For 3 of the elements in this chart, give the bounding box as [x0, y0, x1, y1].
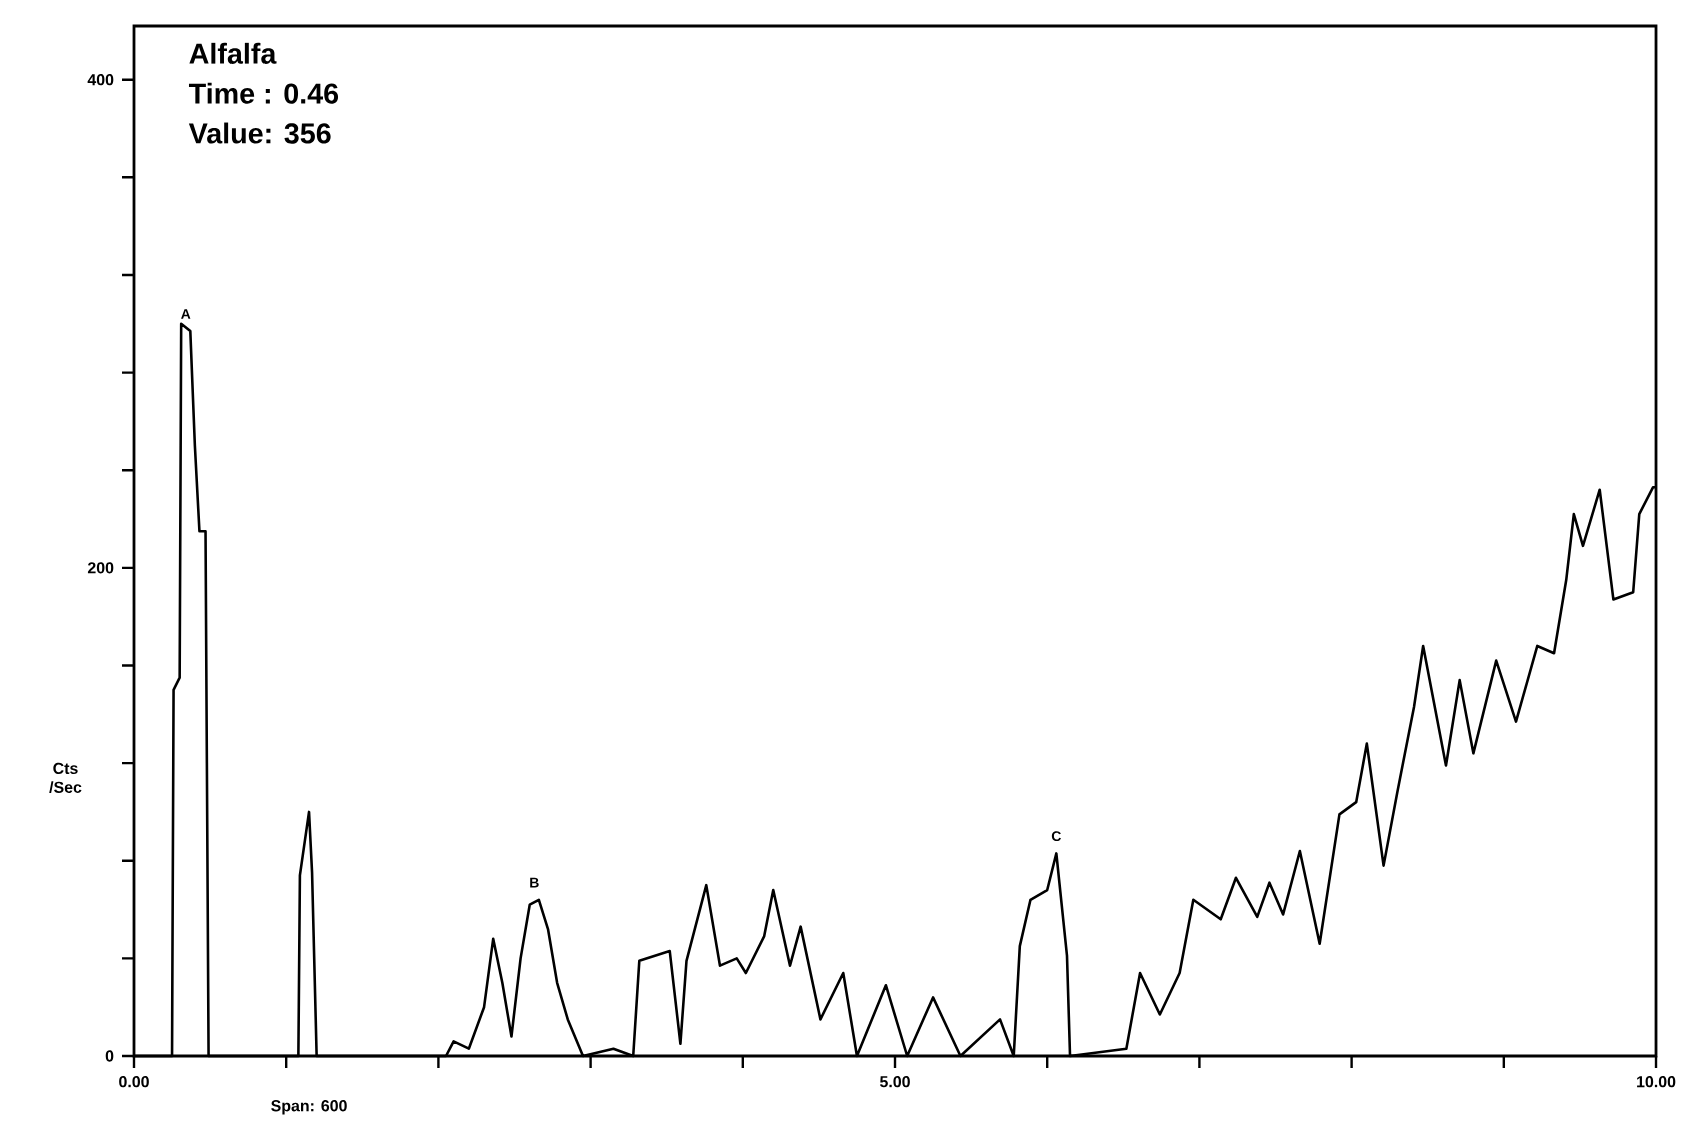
chart-title: Alfalfa: [189, 42, 277, 64]
annotation: Value: 356: [188, 122, 331, 144]
annotation: Time : 0.46: [188, 82, 339, 104]
